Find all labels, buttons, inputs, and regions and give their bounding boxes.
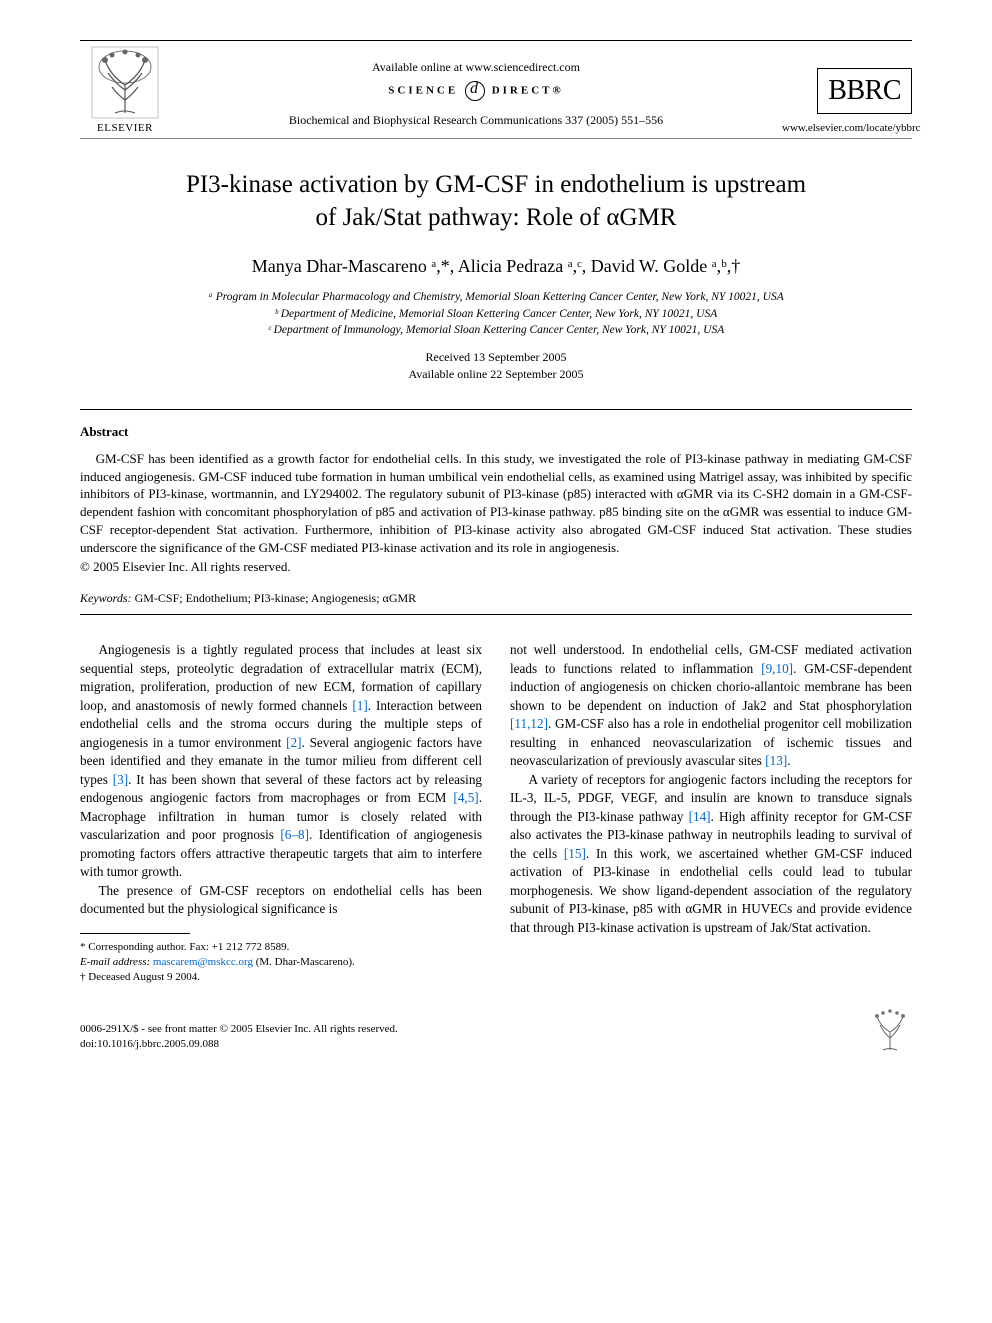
footnote-email: E-mail address: mascarem@mskcc.org (M. D… — [80, 955, 482, 970]
keywords-label: Keywords: — [80, 591, 132, 605]
elsevier-logo-block: ELSEVIER — [80, 45, 170, 134]
bbrc-label: BBRC — [828, 75, 901, 106]
left-column: Angiogenesis is a tightly regulated proc… — [80, 641, 482, 985]
affiliations: ᵃ Program in Molecular Pharmacology and … — [80, 289, 912, 339]
bbrc-block: BBRC www.elsevier.com/locate/ybbrc — [782, 68, 912, 134]
journal-citation: Biochemical and Biophysical Research Com… — [170, 113, 782, 128]
date-received: Received 13 September 2005 — [80, 349, 912, 366]
abstract-copyright: © 2005 Elsevier Inc. All rights reserved… — [80, 559, 912, 575]
header-band: ELSEVIER Available online at www.science… — [80, 45, 912, 134]
ref-link-1[interactable]: [1] — [352, 698, 367, 713]
ref-link-3[interactable]: [3] — [113, 772, 128, 787]
footer-left: 0006-291X/$ - see front matter © 2005 El… — [80, 1022, 398, 1052]
footer-doi: doi:10.1016/j.bbrc.2005.09.088 — [80, 1037, 398, 1052]
sd-circle-icon — [465, 81, 485, 101]
elsevier-label: ELSEVIER — [97, 122, 153, 134]
sd-left: SCIENCE — [388, 85, 458, 97]
article-title-line1: PI3-kinase activation by GM-CSF in endot… — [80, 169, 912, 202]
ref-link-11-12[interactable]: [11,12] — [510, 716, 548, 731]
email-link[interactable]: mascarem@mskcc.org — [153, 956, 253, 968]
keywords-line: Keywords: GM-CSF; Endothelium; PI3-kinas… — [80, 591, 912, 606]
elsevier-tree-icon — [90, 45, 160, 120]
affiliation-c: ᶜ Department of Immunology, Memorial Slo… — [80, 322, 912, 339]
dates-block: Received 13 September 2005 Available onl… — [80, 349, 912, 383]
body-left-p1: Angiogenesis is a tightly regulated proc… — [80, 641, 482, 881]
header-center: Available online at www.sciencedirect.co… — [170, 60, 782, 134]
header-top-rule — [80, 40, 912, 41]
ref-link-9-10[interactable]: [9,10] — [761, 661, 793, 676]
footnote-corresponding: * Corresponding author. Fax: +1 212 772 … — [80, 940, 482, 955]
ref-link-15[interactable]: [15] — [564, 846, 586, 861]
title-block: PI3-kinase activation by GM-CSF in endot… — [80, 169, 912, 234]
right-column: not well understood. In endothelial cell… — [510, 641, 912, 985]
body-left-p2: The presence of GM-CSF receptors on endo… — [80, 882, 482, 919]
ref-link-4-5[interactable]: [4,5] — [453, 790, 478, 805]
ref-link-13[interactable]: [13] — [765, 753, 787, 768]
available-online-text: Available online at www.sciencedirect.co… — [170, 60, 782, 75]
affiliation-a: ᵃ Program in Molecular Pharmacology and … — [80, 289, 912, 306]
abstract-top-rule — [80, 409, 912, 410]
abstract-bottom-rule — [80, 614, 912, 615]
article-title-line2: of Jak/Stat pathway: Role of αGMR — [80, 202, 912, 235]
body-right-p1: not well understood. In endothelial cell… — [510, 641, 912, 770]
body-columns: Angiogenesis is a tightly regulated proc… — [80, 641, 912, 985]
keywords-text: GM-CSF; Endothelium; PI3-kinase; Angioge… — [132, 591, 417, 605]
footer-block: 0006-291X/$ - see front matter © 2005 El… — [80, 1008, 912, 1052]
journal-url: www.elsevier.com/locate/ybbrc — [782, 122, 912, 134]
elsevier-footer-tree-icon — [868, 1008, 912, 1052]
sciencedirect-logo: SCIENCE DIRECT® — [170, 81, 782, 101]
body-right-p2: A variety of receptors for angiogenic fa… — [510, 771, 912, 937]
abstract-heading: Abstract — [80, 424, 912, 440]
footnotes: * Corresponding author. Fax: +1 212 772 … — [80, 940, 482, 986]
ref-link-14[interactable]: [14] — [689, 809, 711, 824]
header-bottom-rule — [80, 138, 912, 139]
date-online: Available online 22 September 2005 — [80, 366, 912, 383]
footnote-rule — [80, 933, 190, 934]
bbrc-box: BBRC — [817, 68, 912, 114]
abstract-body: GM-CSF has been identified as a growth f… — [80, 450, 912, 558]
footer-front-matter: 0006-291X/$ - see front matter © 2005 El… — [80, 1022, 398, 1037]
affiliation-b: ᵇ Department of Medicine, Memorial Sloan… — [80, 306, 912, 323]
ref-link-2[interactable]: [2] — [286, 735, 301, 750]
footnote-deceased: † Deceased August 9 2004. — [80, 970, 482, 985]
sd-right: DIRECT® — [492, 85, 564, 97]
authors-line: Manya Dhar-Mascareno ᵃ,*, Alicia Pedraza… — [80, 256, 912, 277]
ref-link-6-8[interactable]: [6–8] — [280, 827, 309, 842]
